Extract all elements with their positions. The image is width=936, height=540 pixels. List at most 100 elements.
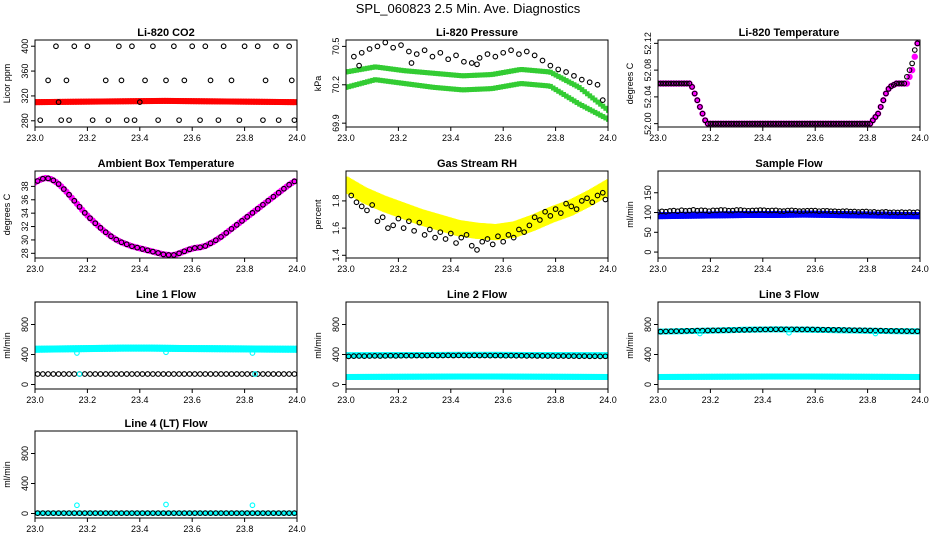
- x-tick-label: 23.0: [649, 395, 667, 405]
- data-point: [784, 326, 789, 333]
- data-point: [841, 120, 847, 127]
- data-point: [663, 208, 669, 215]
- data-point: [220, 43, 227, 50]
- data-point: [671, 373, 677, 380]
- data-point: [750, 373, 755, 380]
- data-point: [734, 211, 740, 219]
- data-point: [508, 352, 514, 359]
- data-point: [292, 345, 297, 353]
- data-point: [711, 373, 716, 380]
- data-point: [155, 117, 161, 124]
- x-tick-label: 23.0: [337, 395, 355, 405]
- data-point: [904, 73, 910, 80]
- data-point: [249, 209, 256, 216]
- data-point: [813, 373, 818, 380]
- data-point: [519, 67, 525, 73]
- data-point: [268, 345, 274, 353]
- data-point: [749, 120, 756, 127]
- data-point: [813, 210, 818, 218]
- data-point: [254, 510, 261, 516]
- data-point: [66, 117, 72, 124]
- y-tick-label: 52.04: [643, 86, 653, 109]
- data-point: [393, 373, 399, 380]
- data-point: [825, 120, 832, 127]
- x-tick-label: 24.0: [288, 395, 306, 405]
- x-tick-label: 23.6: [183, 133, 201, 143]
- data-point: [574, 373, 580, 380]
- data-point: [391, 373, 396, 380]
- data-point: [82, 510, 88, 516]
- data-point: [493, 373, 498, 380]
- data-point: [129, 43, 135, 50]
- data-point: [177, 344, 182, 352]
- data-point: [792, 373, 797, 380]
- series-black: [658, 40, 920, 127]
- data-point: [171, 510, 177, 516]
- data-point: [537, 68, 543, 74]
- data-point: [545, 83, 551, 89]
- data-point: [792, 207, 799, 214]
- data-point: [367, 78, 373, 84]
- data-point: [270, 510, 277, 516]
- data-point: [85, 98, 90, 105]
- data-point: [437, 49, 444, 56]
- data-point: [569, 96, 574, 102]
- data-point: [102, 229, 109, 236]
- data-point: [603, 352, 608, 359]
- data-point: [374, 218, 381, 225]
- y-tick-label: 1.8: [331, 195, 341, 208]
- data-point: [364, 65, 370, 71]
- data-point: [736, 327, 743, 333]
- data-point: [681, 80, 688, 87]
- data-point: [40, 175, 46, 182]
- x-tick-label: 23.4: [754, 395, 772, 405]
- data-point: [704, 120, 711, 127]
- data-point: [374, 43, 381, 50]
- data-point: [800, 326, 805, 333]
- data-point: [46, 510, 51, 516]
- data-point: [106, 98, 111, 105]
- y-tick-label: 400: [331, 347, 341, 362]
- data-point: [144, 371, 151, 377]
- data-point: [530, 352, 535, 359]
- data-point: [239, 218, 245, 224]
- data-point: [118, 239, 125, 246]
- data-point: [165, 252, 172, 258]
- data-point: [663, 328, 669, 335]
- data-point: [370, 373, 375, 380]
- data-point: [191, 510, 198, 516]
- data-point: [385, 373, 391, 380]
- series-black: [351, 40, 606, 103]
- data-point: [270, 371, 277, 377]
- data-point: [893, 328, 900, 334]
- data-point: [58, 117, 65, 124]
- data-point: [566, 79, 572, 85]
- data-point: [862, 327, 868, 334]
- data-point: [666, 212, 671, 220]
- data-point: [815, 373, 821, 380]
- data-point: [443, 71, 449, 77]
- data-point: [886, 211, 892, 219]
- data-point: [678, 80, 685, 87]
- data-point: [889, 373, 894, 380]
- data-point: [139, 246, 146, 252]
- data-point: [851, 327, 858, 334]
- data-point: [844, 373, 850, 380]
- data-point: [720, 120, 727, 127]
- data-point: [385, 78, 391, 84]
- data-point: [80, 345, 85, 353]
- data-point: [404, 352, 409, 359]
- data-point: [548, 373, 553, 380]
- data-point: [171, 43, 177, 50]
- data-point: [768, 211, 774, 218]
- data-point: [564, 78, 569, 84]
- data-point: [842, 373, 847, 380]
- data-point: [488, 373, 493, 380]
- data-point: [484, 51, 491, 57]
- data-point: [514, 67, 519, 73]
- x-tick-label: 23.4: [754, 264, 772, 274]
- data-point: [498, 373, 504, 380]
